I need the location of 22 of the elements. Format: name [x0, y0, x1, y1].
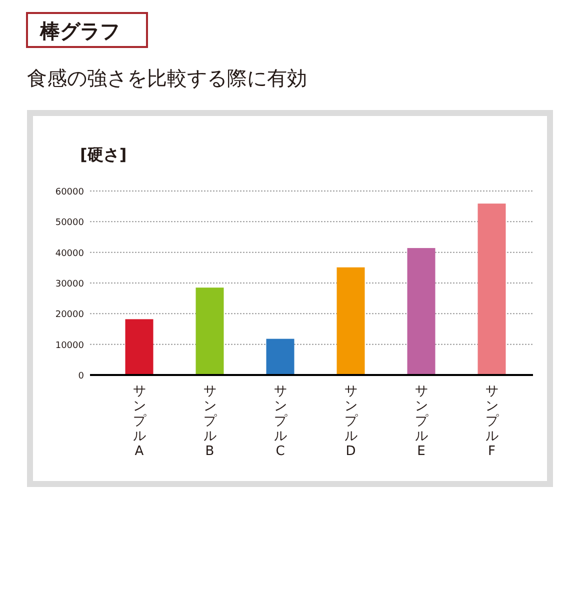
bar: [266, 338, 294, 375]
y-tick-label: 20000: [55, 310, 84, 320]
bar: [407, 248, 436, 375]
x-tick-label: サンプルB: [203, 384, 218, 459]
x-tick-label: サンプルA: [132, 384, 147, 459]
x-tick-label: サンプルE: [414, 384, 429, 459]
y-axis-title: [硬さ]: [80, 145, 127, 164]
chart-title: 棒グラフ: [39, 19, 120, 43]
x-tick-label: サンプルF: [485, 384, 500, 459]
y-tick-label: 10000: [55, 340, 84, 351]
y-tick-label: 40000: [55, 248, 84, 259]
bar: [478, 204, 506, 375]
x-tick-label: サンプルC: [274, 384, 288, 459]
y-tick-label: 50000: [55, 218, 84, 228]
x-tick-label: サンプルD: [344, 384, 358, 459]
chart-subtitle: 食感の強さを比較する際に有効: [27, 66, 307, 90]
y-tick-label: 30000: [55, 280, 84, 290]
bar: [125, 319, 154, 375]
bar: [196, 288, 224, 375]
y-tick-label: 60000: [55, 188, 84, 198]
bar: [336, 267, 365, 375]
y-tick-label: 0: [78, 372, 84, 382]
